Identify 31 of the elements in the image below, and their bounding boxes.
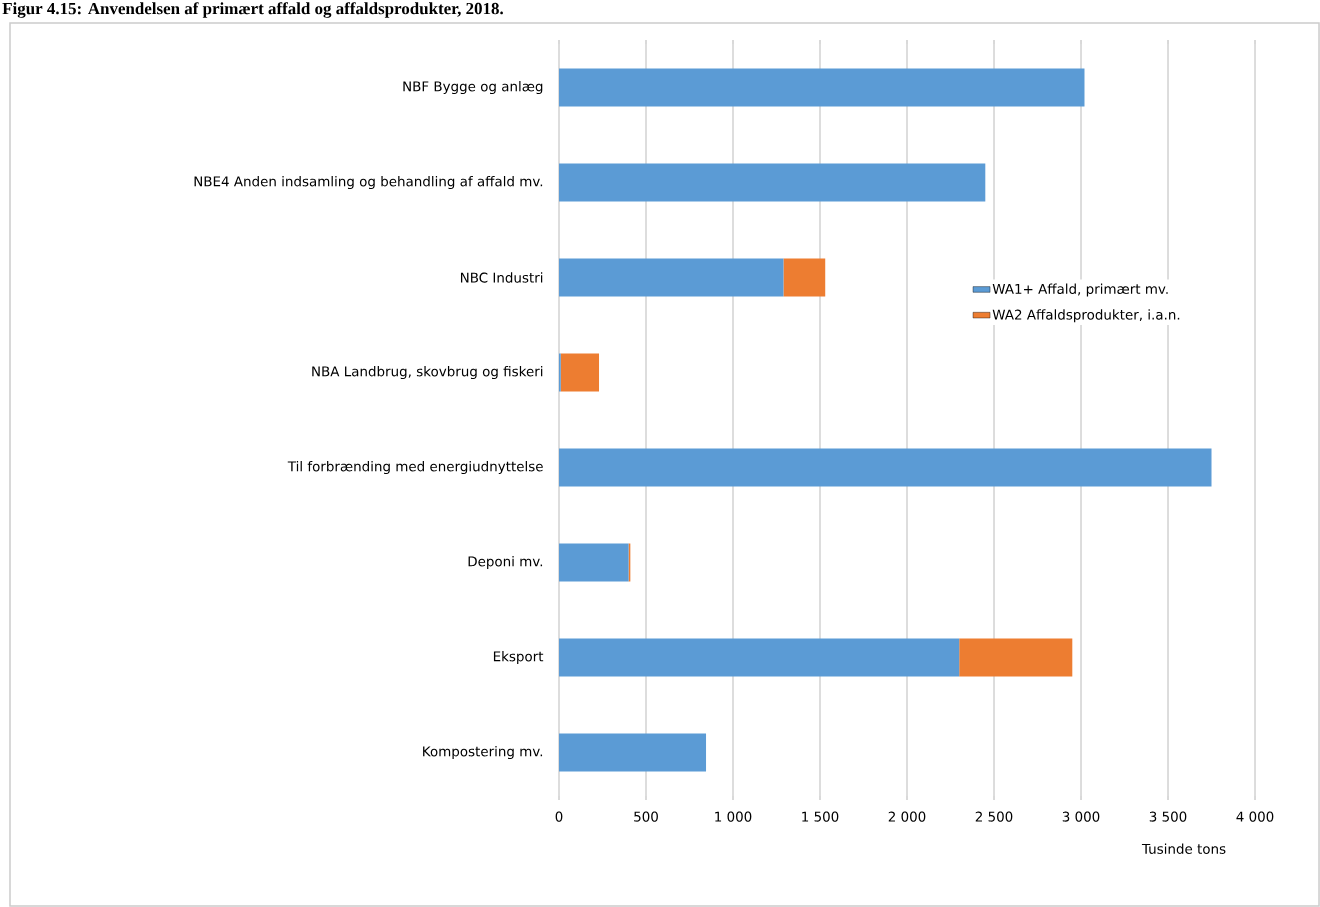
x-tick-label: 1 000 [715, 811, 752, 822]
x-tick-label: 4 000 [1236, 811, 1274, 822]
bar [559, 68, 1085, 107]
bar [559, 163, 986, 202]
legend-label: WA1+ Affald, primært mv. [992, 283, 1168, 297]
y-tick-label: Til forbrænding med energiudnyttelse [287, 461, 543, 475]
bar [559, 543, 629, 582]
bar [959, 638, 1073, 677]
y-tick-label: NBC Industri [460, 272, 543, 283]
y-tick-label: Kompostering mv. [423, 746, 543, 760]
x-tick-label: 500 [634, 811, 658, 822]
bar [559, 258, 784, 297]
y-tick-label: NBF Bygge og anlæg [403, 81, 543, 95]
x-axis-title: Tusinde tons [1141, 843, 1226, 854]
x-tick-label: 3 500 [1149, 811, 1187, 822]
bar [560, 353, 600, 392]
text: Figur 4.15: Anvendelsen af primært affald og affaldsprodukter, 2018. [2, 2, 503, 18]
x-tick-label: 3 000 [1062, 811, 1100, 822]
y-tick-label: NBE4 Anden indsamling og behandling af affald mv. [194, 176, 543, 190]
bar [559, 733, 707, 772]
x-tick-label: 2 500 [975, 811, 1013, 822]
bar [783, 258, 826, 297]
y-tick-label: Eksport [493, 651, 544, 665]
x-tick-label: 2 000 [888, 811, 926, 822]
bar [559, 638, 960, 677]
x-tick-label: 1 500 [802, 811, 839, 822]
y-tick-label: NBA Landbrug, skovbrug og fiskeri [312, 366, 543, 380]
bar [559, 448, 1212, 487]
y-tick-label: Deponi mv. [468, 556, 543, 570]
legend-label: WA2 Affaldsprodukter, i.a.n. [992, 309, 1180, 323]
x-tick-label: 0 [555, 811, 563, 822]
